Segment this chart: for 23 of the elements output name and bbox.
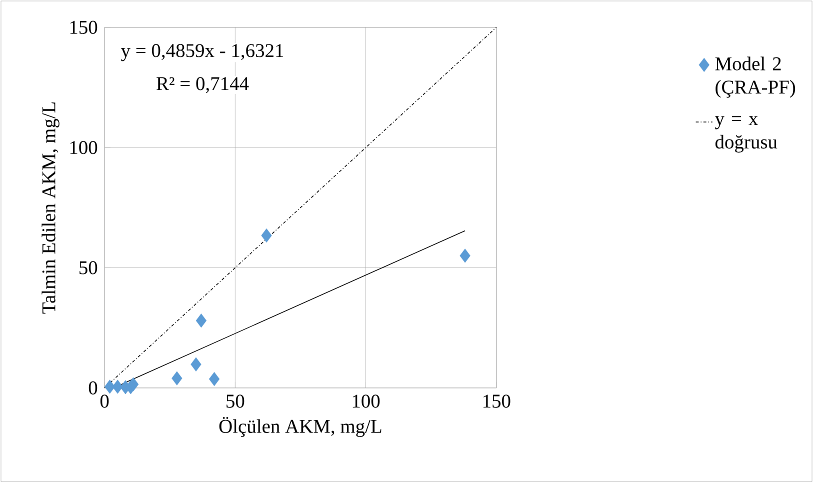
point xyxy=(112,380,123,394)
y-tick-label: 0 xyxy=(88,381,98,395)
annotation: R² = 0,7144 xyxy=(156,77,249,94)
x-tick-label: 150 xyxy=(484,394,510,408)
y-tick-label: 50 xyxy=(80,261,98,274)
point xyxy=(261,228,272,243)
x-tick-label: 0 xyxy=(100,394,109,408)
point xyxy=(104,380,116,394)
x-tick-label: 100 xyxy=(352,394,380,408)
point xyxy=(172,371,182,386)
y-tick-label: 150 xyxy=(70,20,98,34)
x-tick-label: 50 xyxy=(226,394,244,408)
legend-label: Model 2 (ÇRA-PF) xyxy=(715,56,796,98)
point xyxy=(128,377,139,392)
annotation: y = 0,4859x - 1,6321 xyxy=(121,44,284,62)
y-tick-label: 100 xyxy=(70,141,98,154)
y-axis-title: Talmin Edilen AKM, mg/L xyxy=(42,102,60,314)
point xyxy=(196,314,207,328)
legend-label: y = x doğrusu xyxy=(715,116,778,153)
point xyxy=(190,357,202,372)
point xyxy=(460,248,470,263)
point xyxy=(208,372,220,386)
x-axis-title: Ölçülen AKM, mg/L xyxy=(219,417,382,438)
